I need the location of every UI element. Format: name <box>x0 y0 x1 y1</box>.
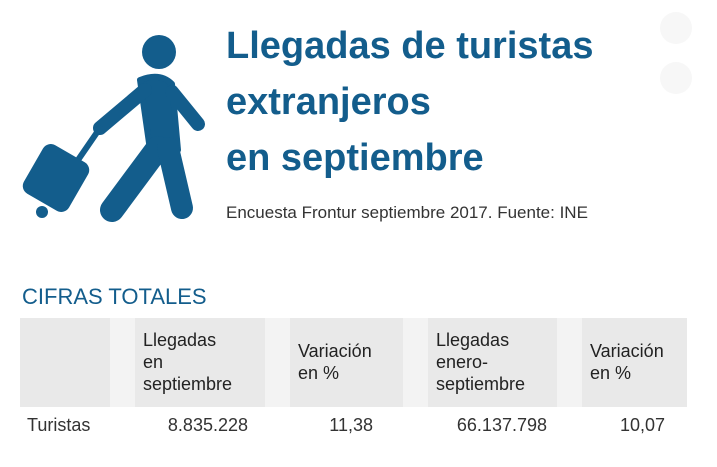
header-cell <box>290 318 403 407</box>
cell-value: 10,07 <box>619 415 665 435</box>
header-spacer <box>110 318 135 407</box>
header-text: en % <box>590 363 632 383</box>
header-text: enero- <box>436 352 489 372</box>
decor-circle <box>660 62 692 94</box>
header-spacer <box>265 318 290 407</box>
cell-value: 66.137.798 <box>456 415 547 435</box>
row-label: Turistas <box>27 415 91 435</box>
header-text: septiembre <box>436 374 526 394</box>
header-spacer <box>557 318 582 407</box>
header-cell <box>582 318 687 407</box>
title-line: extranjeros <box>226 81 431 123</box>
header-text: Variación <box>298 341 372 361</box>
decor-circle <box>660 12 692 44</box>
header-text: Llegadas <box>143 330 217 350</box>
subtitle: Encuesta Frontur septiembre 2017. Fuente… <box>226 203 588 222</box>
header-text: Llegadas <box>436 330 510 350</box>
header-cell <box>20 318 110 407</box>
section-title: CIFRAS TOTALES <box>22 284 207 309</box>
header-text: septiembre <box>143 374 233 394</box>
cell-value: 8.835.228 <box>167 415 248 435</box>
header-text: Variación <box>590 341 664 361</box>
header-cell <box>428 318 557 407</box>
header-cell <box>135 318 265 407</box>
header-text: en % <box>298 363 340 383</box>
title-line: en septiembre <box>226 137 484 179</box>
header-spacer <box>403 318 428 407</box>
header-text: en <box>143 352 164 372</box>
cell-value: 11,38 <box>329 415 373 435</box>
title-line: Llegadas de turistas <box>226 25 594 67</box>
